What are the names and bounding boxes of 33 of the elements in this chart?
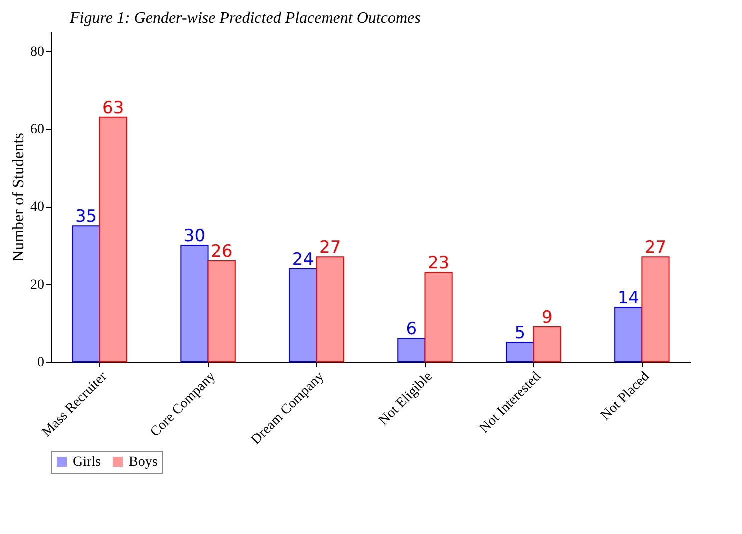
bar bbox=[533, 326, 562, 362]
bar bbox=[424, 272, 453, 362]
legend-label: Girls bbox=[73, 455, 101, 470]
data-label: 23 bbox=[428, 254, 450, 274]
bar bbox=[614, 307, 643, 362]
data-label: 14 bbox=[618, 288, 640, 309]
data-label: 27 bbox=[644, 238, 667, 258]
y-tick-label: 0 bbox=[38, 356, 44, 370]
data-label: 26 bbox=[211, 242, 233, 262]
bar bbox=[72, 226, 100, 362]
bar bbox=[289, 268, 318, 362]
y-tick-label: 40 bbox=[30, 200, 44, 216]
data-label: 24 bbox=[292, 250, 314, 270]
y-tick-label: 80 bbox=[30, 44, 44, 60]
data-label: 6 bbox=[406, 320, 418, 340]
data-label: 27 bbox=[320, 238, 342, 258]
bar bbox=[99, 116, 128, 362]
bar bbox=[398, 338, 426, 362]
bar bbox=[316, 256, 344, 362]
legend-label: Boys bbox=[129, 455, 158, 470]
bar bbox=[208, 260, 236, 362]
y-tick-label: 20 bbox=[30, 278, 44, 293]
chart-title: Figure 1: Gender-wise Predicted Placement Outcomes bbox=[69, 10, 421, 27]
data-label: 35 bbox=[75, 207, 98, 228]
y-tick-label: 60 bbox=[30, 122, 44, 138]
data-label: 9 bbox=[542, 308, 553, 328]
bar bbox=[642, 256, 670, 362]
data-label: 5 bbox=[514, 324, 526, 344]
bar bbox=[506, 342, 534, 362]
y-axis-title: Number of Students bbox=[10, 133, 28, 262]
data-label: 63 bbox=[102, 98, 124, 118]
data-label: 30 bbox=[184, 226, 206, 247]
bar bbox=[180, 245, 209, 362]
